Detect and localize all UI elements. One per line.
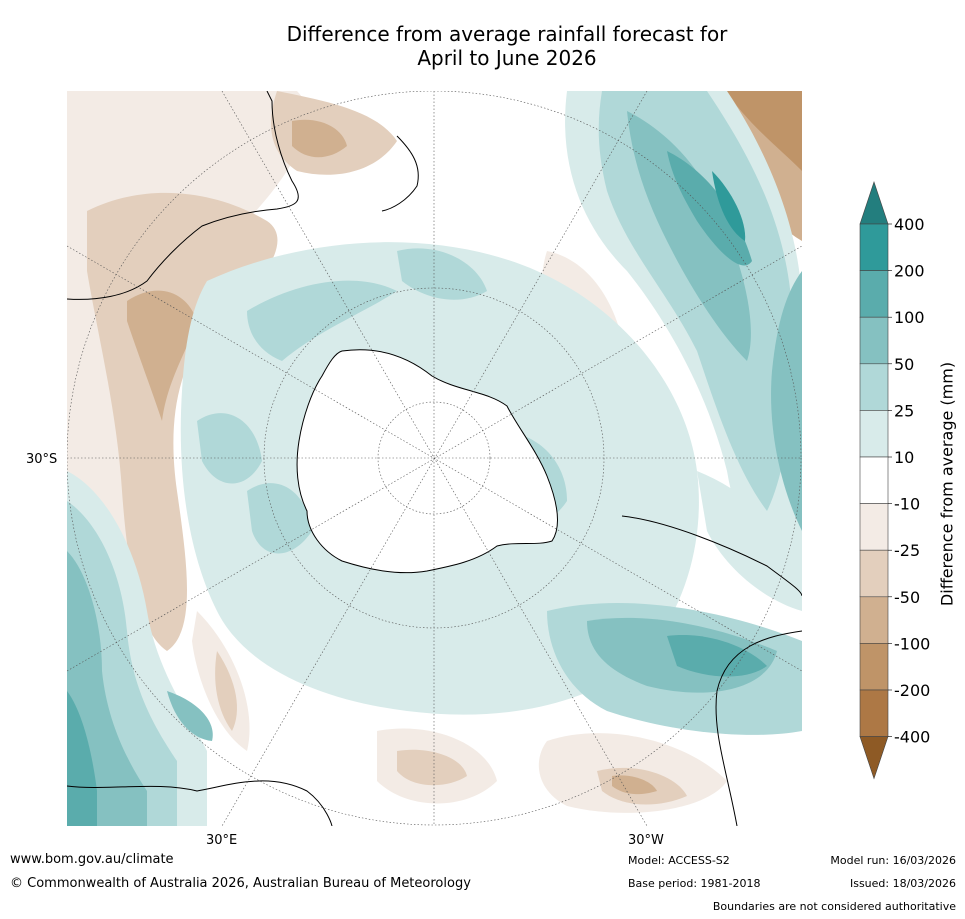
colorbar-swatch bbox=[859, 643, 889, 691]
model-name: Model: ACCESS-S2 bbox=[628, 854, 730, 867]
chart-title: Difference from average rainfall forecas… bbox=[67, 22, 947, 70]
map-canvas bbox=[67, 91, 802, 826]
colorbar-swatch bbox=[859, 316, 889, 365]
colorbar-tick-label: -100 bbox=[894, 634, 930, 653]
colorbar-tick-label: 200 bbox=[894, 262, 925, 281]
title-line-1: Difference from average rainfall forecas… bbox=[286, 22, 728, 46]
new-zealand-coast bbox=[381, 135, 419, 212]
colorbar-title: Difference from average (mm) bbox=[937, 361, 957, 607]
model-run-date: Model run: 16/03/2026 bbox=[830, 854, 956, 867]
colorbar-tick-label: -25 bbox=[894, 541, 920, 560]
colorbar-swatch bbox=[859, 270, 889, 318]
colorbar-extend-min bbox=[859, 736, 889, 780]
rainfall-anomaly-map bbox=[67, 91, 802, 826]
colorbar-swatch bbox=[859, 689, 889, 737]
graticule bbox=[67, 91, 802, 826]
colorbar-swatch bbox=[859, 223, 889, 271]
colorbar-tick-label: 100 bbox=[894, 308, 925, 327]
issued-date: Issued: 18/03/2026 bbox=[849, 877, 956, 890]
colorbar-tick-label: -400 bbox=[894, 728, 930, 747]
colorbar-swatch bbox=[859, 410, 889, 458]
longitude-label-30e: 30°E bbox=[206, 833, 238, 848]
colorbar-swatch bbox=[859, 363, 889, 411]
africa-coast bbox=[715, 630, 802, 826]
coastlines bbox=[67, 91, 802, 826]
colorbar-tick-label: 400 bbox=[894, 215, 925, 234]
boundaries-disclaimer: Boundaries are not considered authoritat… bbox=[712, 900, 956, 913]
longitude-label-30w: 30°W bbox=[628, 833, 664, 848]
colorbar-tick-label: 25 bbox=[894, 401, 914, 420]
website-link[interactable]: www.bom.gov.au/climate bbox=[10, 852, 174, 867]
south-america-coast bbox=[621, 515, 802, 597]
colorbar-tick-label: -200 bbox=[894, 681, 930, 700]
antarctica-landmass bbox=[296, 349, 558, 574]
copyright-text: © Commonwealth of Australia 2026, Austra… bbox=[10, 876, 471, 891]
colorbar-swatch bbox=[859, 503, 889, 551]
colorbar-swatch bbox=[859, 596, 889, 644]
base-period: Base period: 1981-2018 bbox=[628, 877, 761, 890]
colorbar-tick-label: -50 bbox=[894, 588, 920, 607]
colorbar-tick-label: 10 bbox=[894, 448, 914, 467]
southern-africa-coast bbox=[67, 780, 333, 826]
colorbar-extend-max bbox=[859, 181, 889, 225]
latitude-label-30s: 30°S bbox=[26, 452, 58, 467]
colorbar-swatch bbox=[859, 456, 889, 504]
australia-coast bbox=[67, 91, 299, 300]
title-line-2: April to June 2026 bbox=[417, 46, 597, 70]
colorbar-tick-label: -10 bbox=[894, 495, 920, 514]
colorbar: 400 200 100 50 25 10 -10 -25 -50 -100 -200 -400 bbox=[845, 180, 965, 790]
colorbar-swatch bbox=[859, 549, 889, 598]
colorbar-svg: 400 200 100 50 25 10 -10 -25 -50 -100 -200 -400 bbox=[859, 181, 930, 780]
colorbar-tick-label: 50 bbox=[894, 355, 914, 374]
